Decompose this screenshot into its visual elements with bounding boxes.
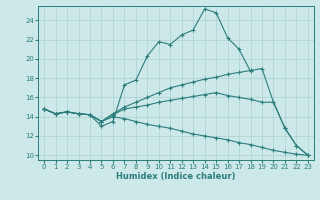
X-axis label: Humidex (Indice chaleur): Humidex (Indice chaleur) [116, 172, 236, 181]
